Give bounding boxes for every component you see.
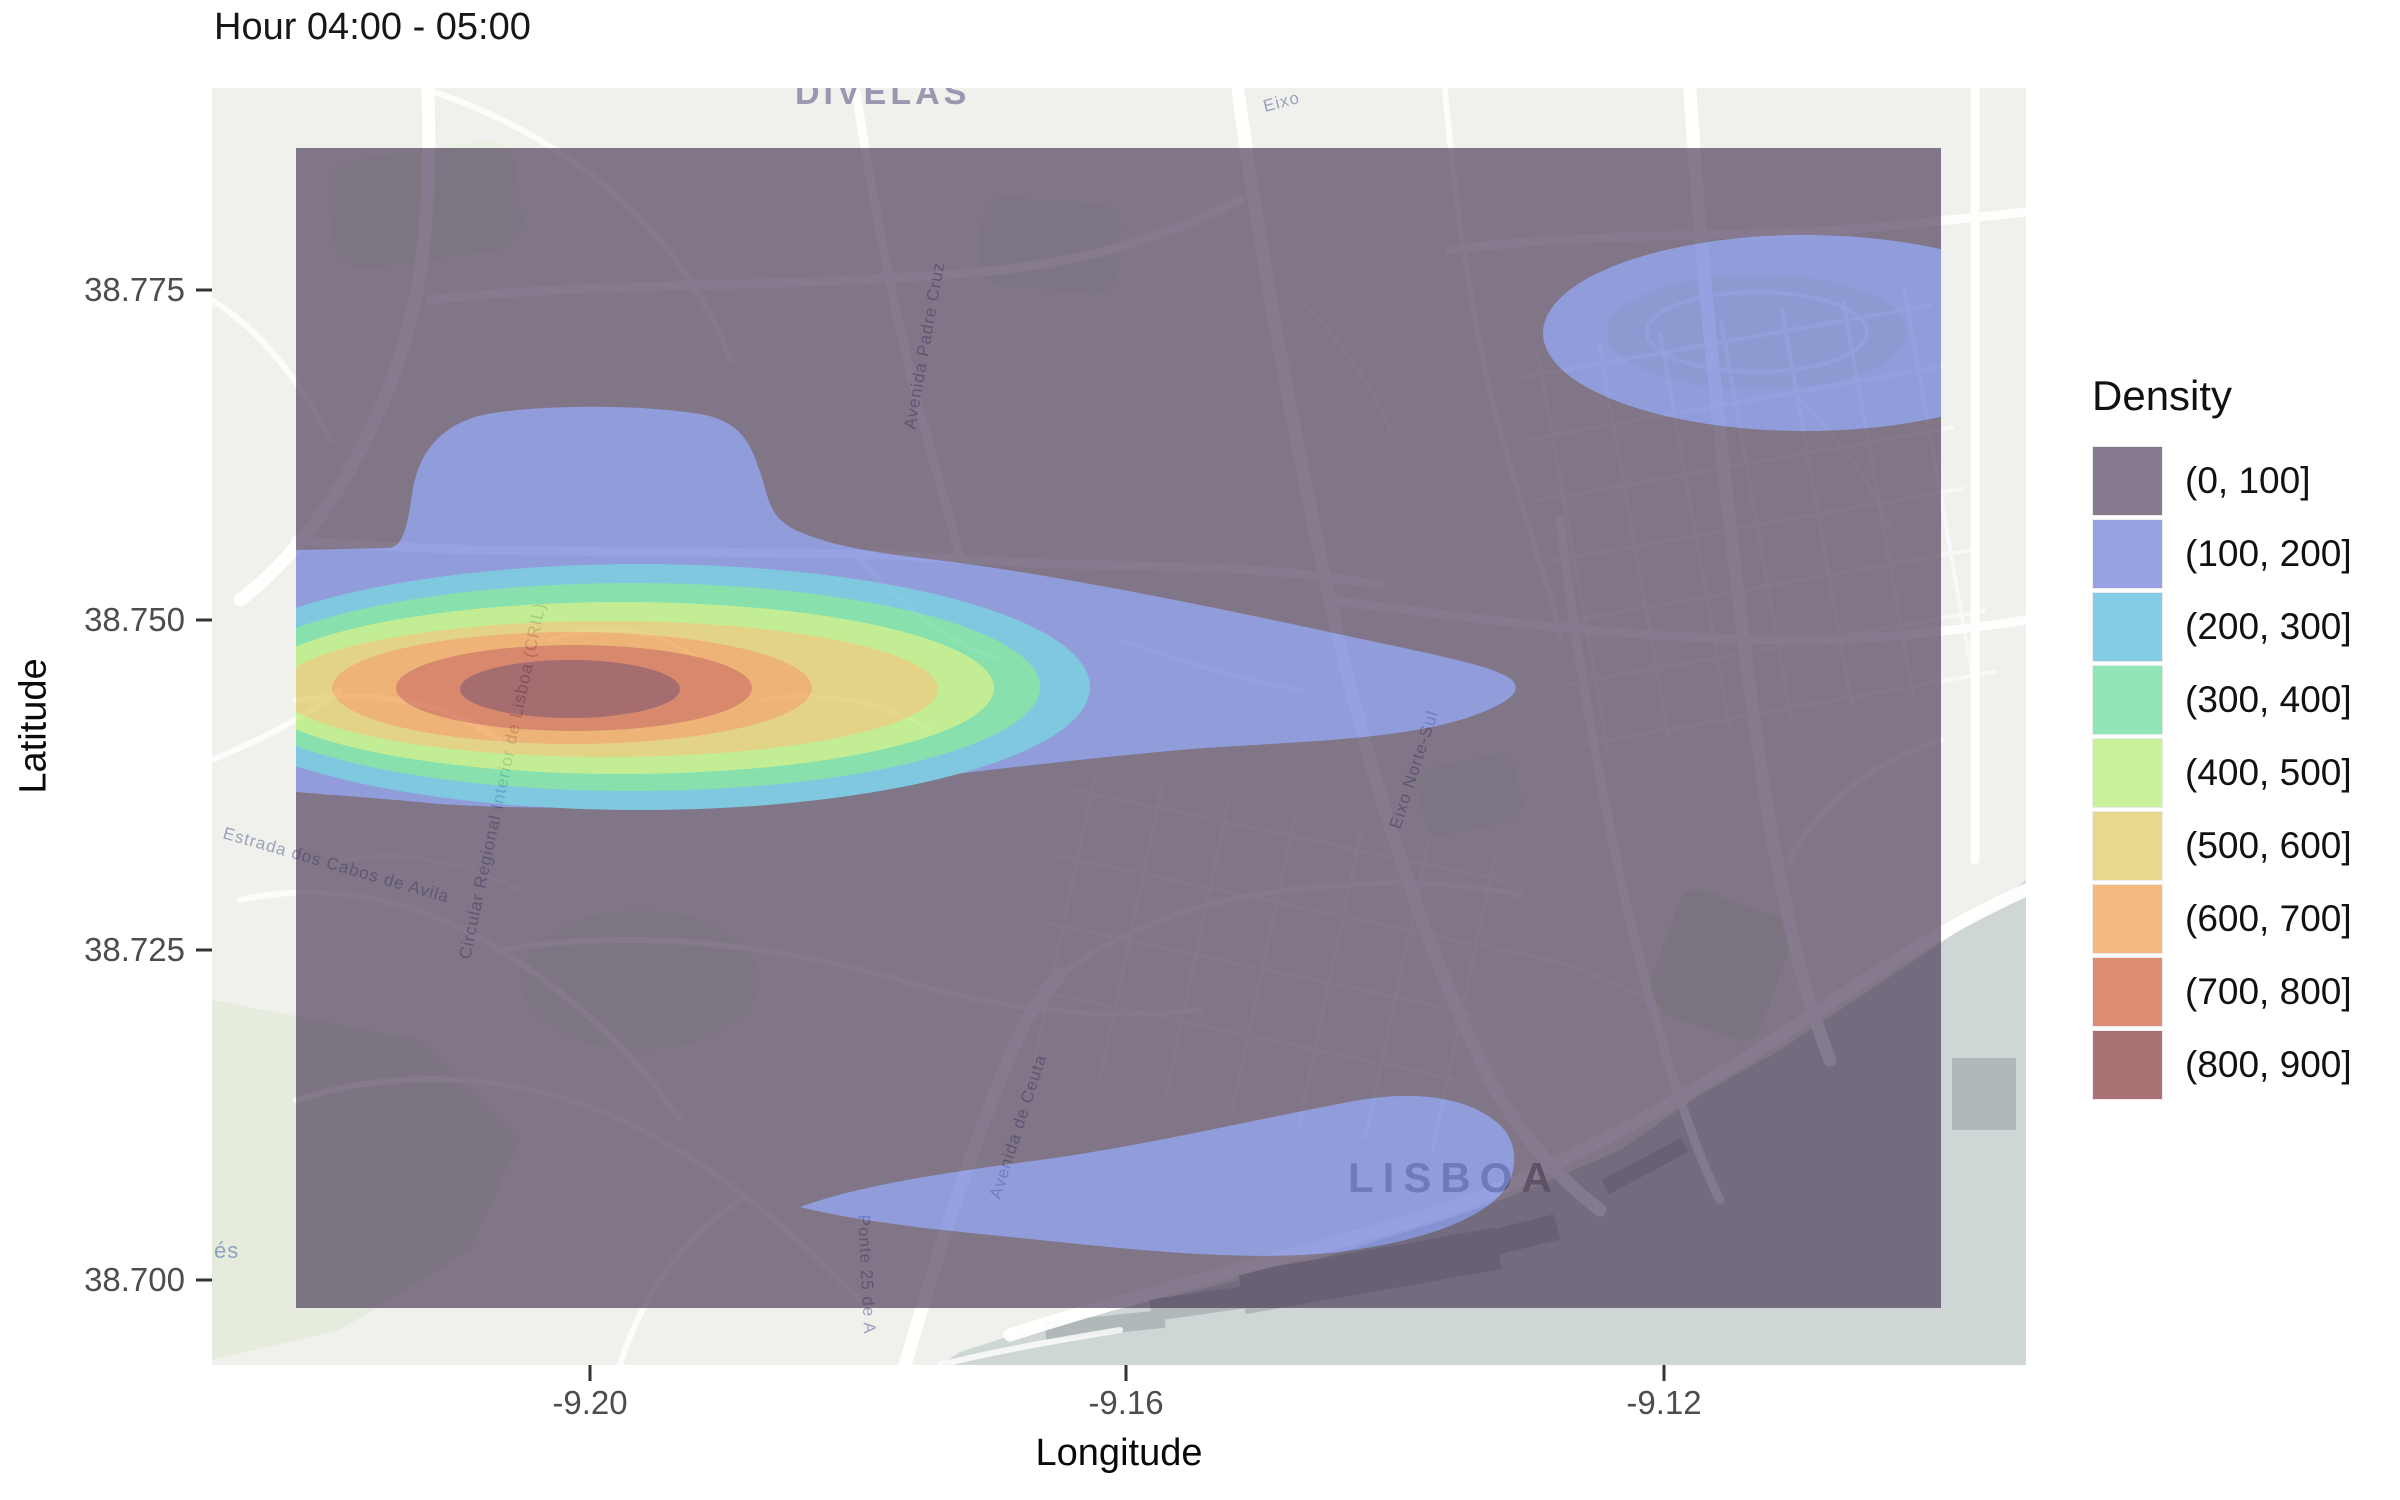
legend-swatch-200-300 <box>2092 592 2163 662</box>
x-tick-mark <box>1662 1365 1666 1381</box>
y-tick-label: 38.725 <box>84 931 185 968</box>
legend-swatch-500-600 <box>2092 811 2163 881</box>
legend-swatch-800-900 <box>2092 1030 2163 1100</box>
density-band-100-200-northeast <box>1543 235 1941 431</box>
x-tick-label: -9.12 <box>1626 1384 1702 1421</box>
density-map: DIVELAS LISBOA Circular Regional Interio… <box>212 88 2026 1365</box>
legend-entry: (0, 100] <box>2092 446 2352 516</box>
legend-swatch-300-400 <box>2092 665 2163 735</box>
legend-swatch-100-200 <box>2092 519 2163 589</box>
density-band-100-200-south <box>800 1095 1515 1256</box>
legend-swatch-400-500 <box>2092 738 2163 808</box>
legend-entry: (400, 500] <box>2092 738 2352 808</box>
plot-title: Hour 04:00 - 05:00 <box>214 6 531 48</box>
x-tick-label: -9.20 <box>552 1384 628 1421</box>
y-tick-label: 38.700 <box>84 1261 185 1298</box>
legend-label: (100, 200] <box>2185 533 2352 574</box>
legend-swatch-700-800 <box>2092 957 2163 1027</box>
legend-label: (400, 500] <box>2185 752 2352 793</box>
legend-title: Density <box>2092 372 2233 419</box>
x-axis-title: Longitude <box>1035 1432 1203 1474</box>
y-tick-mark <box>196 618 212 622</box>
legend-entry: (800, 900] <box>2092 1030 2352 1100</box>
street-label-fragment: és <box>214 1238 239 1263</box>
legend-label: (0, 100] <box>2185 460 2311 501</box>
legend-swatch-0-100 <box>2092 446 2163 516</box>
y-tick-label: 38.775 <box>84 271 185 308</box>
density-layer <box>296 148 1941 1308</box>
legend-label: (600, 700] <box>2185 898 2352 939</box>
legend-entry: (100, 200] <box>2092 519 2352 589</box>
legend-label: (800, 900] <box>2185 1044 2352 1085</box>
x-tick-label: -9.16 <box>1088 1384 1164 1421</box>
x-tick-mark <box>1124 1365 1128 1381</box>
y-tick-mark <box>196 288 212 292</box>
legend-entry: (300, 400] <box>2092 665 2352 735</box>
legend-label: (500, 600] <box>2185 825 2352 866</box>
legend-label: (200, 300] <box>2185 606 2352 647</box>
legend-swatch-600-700 <box>2092 884 2163 954</box>
y-tick-label: 38.750 <box>84 601 185 638</box>
map-panel: DIVELAS LISBOA Circular Regional Interio… <box>212 88 2026 1365</box>
density-legend: Density (0, 100] (100, 200] (200, 300] (… <box>2092 372 2352 1103</box>
legend-entry: (500, 600] <box>2092 811 2352 881</box>
density-band-800-900 <box>460 660 680 718</box>
legend-label: (300, 400] <box>2185 679 2352 720</box>
y-tick-mark <box>196 1278 212 1282</box>
legend-entry: (600, 700] <box>2092 884 2352 954</box>
legend-entry: (200, 300] <box>2092 592 2352 662</box>
city-label-odivelas: DIVELAS <box>795 88 970 112</box>
legend-entry: (700, 800] <box>2092 957 2352 1027</box>
y-tick-mark <box>196 948 212 952</box>
y-axis-title: Latitude <box>12 658 55 794</box>
legend-label: (700, 800] <box>2185 971 2352 1012</box>
x-tick-mark <box>588 1365 592 1381</box>
